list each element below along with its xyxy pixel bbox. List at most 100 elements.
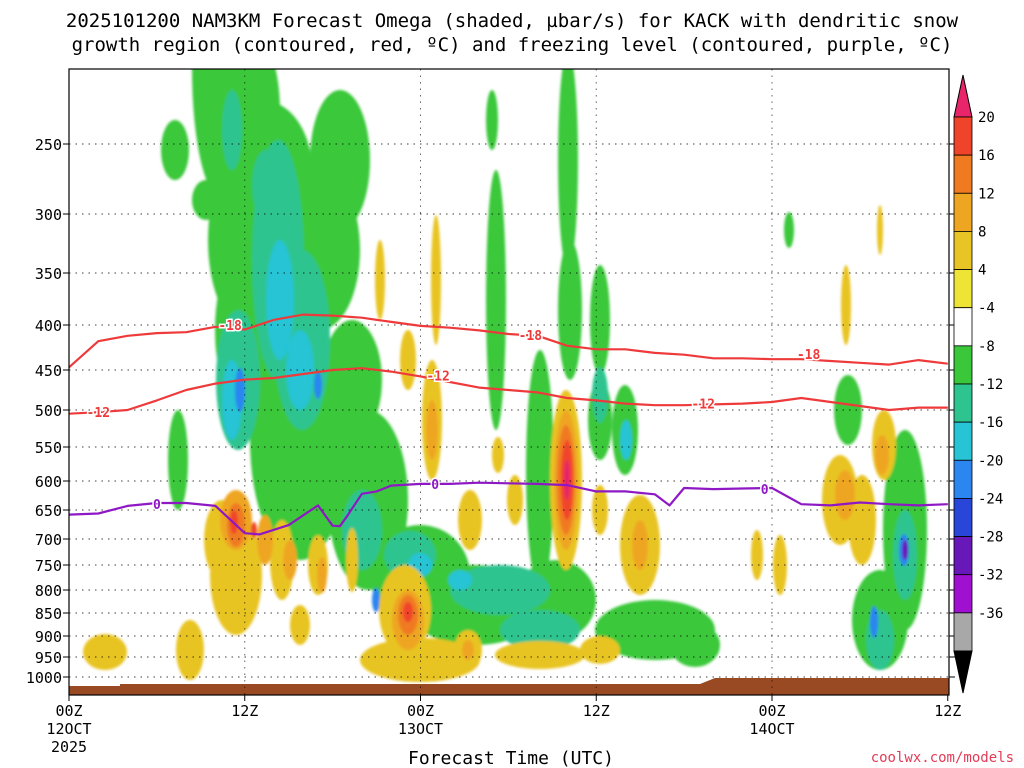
omega-blob — [834, 375, 862, 445]
colorbar-label: -36 — [978, 606, 1003, 622]
y-tick-label: 550 — [35, 439, 62, 457]
omega-blob — [902, 540, 908, 560]
colorbar-label: -20 — [978, 453, 1003, 469]
omega-blob — [458, 490, 482, 550]
terrain-ground — [69, 678, 949, 695]
omega-blob — [168, 410, 188, 510]
omega-blob — [192, 180, 220, 220]
y-tick-label: 350 — [35, 265, 62, 283]
colorbar-segment — [953, 345, 973, 385]
omega-blob — [632, 520, 648, 570]
omega-blob — [403, 602, 413, 622]
colorbar-segment — [953, 307, 973, 347]
x-tick-label: 00Z — [55, 702, 82, 720]
contour-label: 0 — [761, 483, 769, 498]
omega-blob — [877, 205, 883, 255]
omega-blob — [176, 620, 204, 680]
y-tick-label: 500 — [35, 402, 62, 420]
y-tick-label: 900 — [35, 628, 62, 646]
omega-blob — [486, 90, 498, 150]
omega-blob — [83, 634, 127, 670]
omega-blob — [564, 460, 570, 500]
colorbar-segment — [953, 154, 973, 194]
omega-blob — [784, 212, 794, 248]
colorbar-segment — [953, 574, 973, 614]
colorbar-segment — [953, 269, 973, 309]
colorbar-segment — [953, 536, 973, 576]
omega-blob — [235, 368, 245, 412]
colorbar-segment — [953, 612, 973, 652]
y-tick-label: 450 — [35, 362, 62, 380]
colorbar-label: 4 — [978, 263, 986, 279]
y-tick-label: 800 — [35, 582, 62, 600]
colorbar-bottom-arrow — [953, 650, 973, 694]
colorbar-segment — [953, 192, 973, 232]
chart-title-line2: growth region (contoured, red, ºC) and f… — [72, 34, 953, 56]
contour-label: -18 — [218, 319, 242, 334]
omega-blob — [462, 640, 474, 660]
colorbar-segment — [953, 231, 973, 270]
omega-blob — [251, 522, 257, 538]
x-tick-label-date: 14OCT — [749, 720, 794, 738]
contour-labels: -18 -18 -18 -12 -12 -12 0 0 0 — [85, 318, 822, 515]
colorbar: 20 16 12 8 4 -4 -8 -12 -16 -20 -24 -28 -32 -36 — [953, 74, 1003, 694]
omega-blob — [620, 420, 632, 460]
y-tick-label: 250 — [35, 136, 62, 154]
omega-blob — [317, 557, 327, 593]
x-tick-label: 00Z — [758, 702, 785, 720]
omega-blob — [266, 240, 294, 360]
contour-label: -18 — [797, 348, 821, 363]
grid-lines — [69, 69, 949, 695]
contour-label: -12 — [87, 406, 110, 421]
contour-line — [69, 313, 948, 369]
contour-line — [69, 367, 948, 415]
omega-blob — [252, 150, 280, 220]
x-tick-label-date: 13OCT — [398, 720, 443, 738]
y-tick-label: 600 — [35, 473, 62, 491]
omega-blob — [870, 606, 878, 638]
colorbar-segment — [953, 498, 973, 537]
contour-label: -12 — [691, 398, 714, 413]
omega-blob — [670, 623, 720, 667]
omega-blob — [286, 330, 314, 410]
omega-blob — [875, 435, 889, 475]
omega-blob — [270, 520, 294, 600]
colorbar-label: 8 — [978, 224, 986, 240]
omega-blob — [492, 437, 504, 473]
omega-blob — [360, 638, 480, 682]
omega-blob — [580, 636, 620, 664]
y-tick-label: 950 — [35, 649, 62, 667]
omega-blob — [372, 588, 380, 612]
y-tick-label: 400 — [35, 317, 62, 335]
omega-blob — [486, 170, 506, 430]
credit-text: coolwx.com/models — [871, 750, 1014, 766]
x-tick-label: 00Z — [407, 702, 434, 720]
contour-label: 0 — [431, 478, 439, 493]
omega-blob — [426, 400, 438, 460]
omega-blob — [507, 475, 523, 525]
omega-blob — [500, 610, 580, 650]
colorbar-label: 12 — [978, 186, 995, 202]
plot-frame — [68, 68, 950, 696]
omega-blob — [257, 515, 273, 565]
colorbar-label: 20 — [978, 110, 995, 126]
temperature-contours — [69, 313, 948, 536]
colorbar-label: 16 — [978, 148, 995, 164]
omega-blob — [773, 535, 787, 595]
omega-blob — [448, 570, 472, 590]
y-tick-label: 850 — [35, 605, 62, 623]
colorbar-label: -28 — [978, 530, 1003, 546]
omega-blob — [310, 90, 370, 230]
x-tick-label: 12Z — [583, 702, 610, 720]
x-tick-label: 12Z — [231, 702, 258, 720]
y-tick-label: 300 — [35, 206, 62, 224]
omega-blob — [222, 90, 242, 170]
omega-blob — [161, 120, 189, 180]
y-tick-label: 750 — [35, 557, 62, 575]
contour-label: 0 — [153, 498, 161, 513]
colorbar-label: -4 — [978, 301, 995, 317]
omega-blob — [322, 320, 382, 440]
x-tick-label-year: 2025 — [51, 738, 87, 756]
